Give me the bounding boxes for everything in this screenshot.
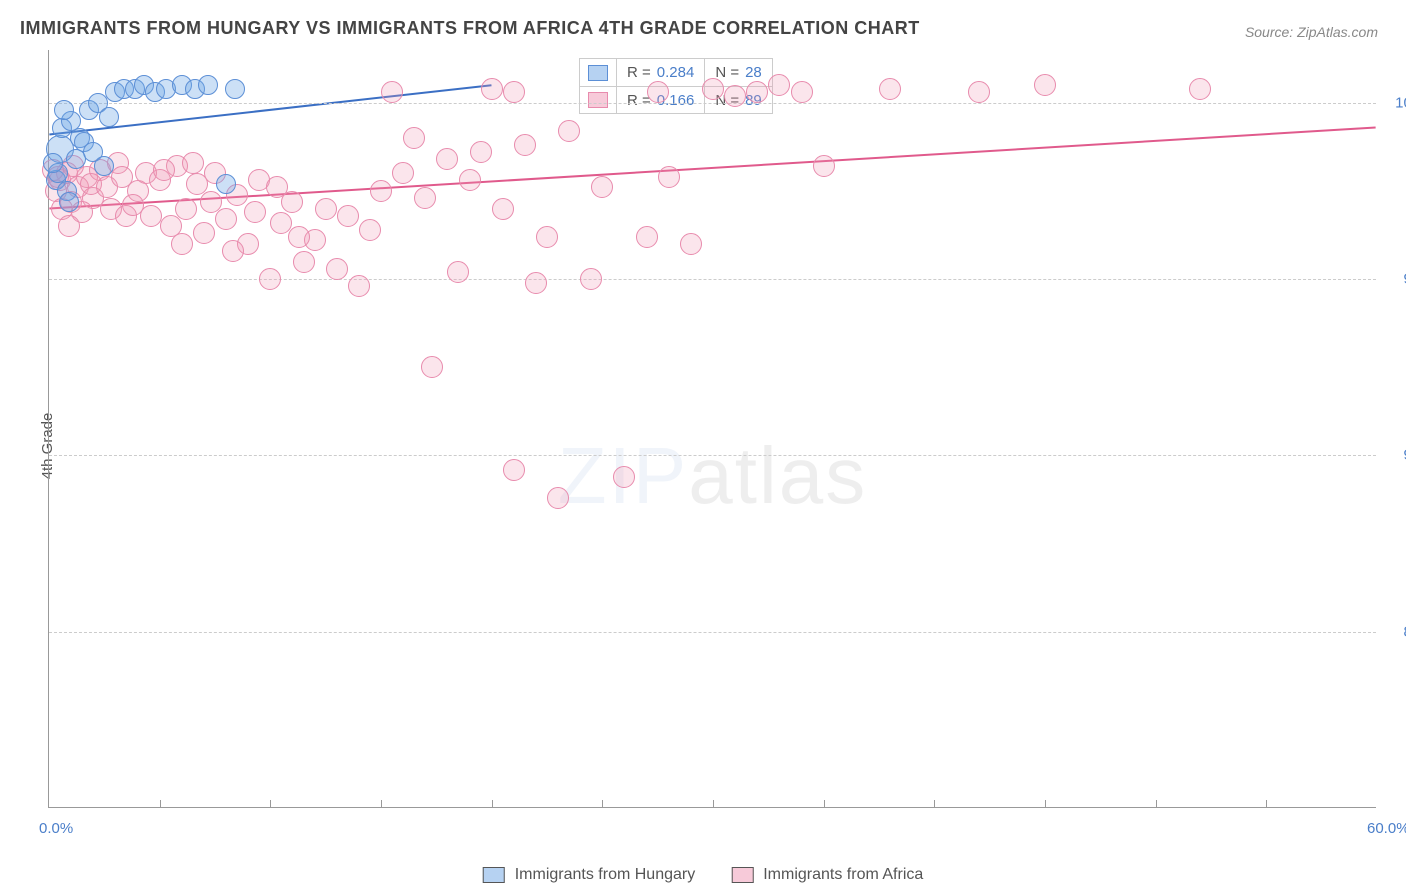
data-point bbox=[1034, 74, 1056, 96]
data-point bbox=[293, 251, 315, 273]
data-point bbox=[54, 100, 74, 120]
data-point bbox=[403, 127, 425, 149]
data-point bbox=[215, 208, 237, 230]
data-point bbox=[813, 155, 835, 177]
data-point bbox=[171, 233, 193, 255]
data-point bbox=[326, 258, 348, 280]
data-point bbox=[436, 148, 458, 170]
data-point bbox=[259, 268, 281, 290]
data-point bbox=[768, 74, 790, 96]
x-minor-tick bbox=[713, 800, 714, 808]
data-point bbox=[216, 174, 236, 194]
data-point bbox=[470, 141, 492, 163]
data-point bbox=[381, 81, 403, 103]
data-point bbox=[348, 275, 370, 297]
data-point bbox=[481, 78, 503, 100]
data-point bbox=[647, 81, 669, 103]
data-point bbox=[680, 233, 702, 255]
data-point bbox=[99, 107, 119, 127]
data-point bbox=[58, 215, 80, 237]
data-point bbox=[193, 222, 215, 244]
gridline bbox=[49, 279, 1376, 280]
x-minor-tick bbox=[270, 800, 271, 808]
data-point bbox=[59, 192, 79, 212]
data-point bbox=[198, 75, 218, 95]
data-point bbox=[392, 162, 414, 184]
data-point bbox=[315, 198, 337, 220]
x-minor-tick bbox=[1266, 800, 1267, 808]
data-point bbox=[175, 198, 197, 220]
data-point bbox=[447, 261, 469, 283]
trend-lines bbox=[49, 50, 1376, 807]
data-point bbox=[503, 459, 525, 481]
data-point bbox=[94, 156, 114, 176]
data-point bbox=[111, 166, 133, 188]
data-point bbox=[724, 85, 746, 107]
data-point bbox=[591, 176, 613, 198]
legend-item-africa: Immigrants from Africa bbox=[731, 866, 923, 884]
legend-label: Immigrants from Hungary bbox=[515, 866, 696, 884]
data-point bbox=[968, 81, 990, 103]
x-minor-tick bbox=[381, 800, 382, 808]
legend-swatch-pink bbox=[731, 867, 753, 883]
source-label: Source: ZipAtlas.com bbox=[1245, 24, 1378, 40]
gridline bbox=[49, 103, 1376, 104]
x-minor-tick bbox=[934, 800, 935, 808]
data-point bbox=[702, 78, 724, 100]
data-point bbox=[359, 219, 381, 241]
x-minor-tick bbox=[602, 800, 603, 808]
data-point bbox=[140, 205, 162, 227]
legend-swatch-blue bbox=[483, 867, 505, 883]
data-point bbox=[414, 187, 436, 209]
data-point bbox=[200, 191, 222, 213]
data-point bbox=[746, 81, 768, 103]
data-point bbox=[525, 272, 547, 294]
data-point bbox=[536, 226, 558, 248]
data-point bbox=[225, 79, 245, 99]
data-point bbox=[658, 166, 680, 188]
x-minor-tick bbox=[492, 800, 493, 808]
data-point bbox=[337, 205, 359, 227]
x-minor-tick bbox=[1045, 800, 1046, 808]
data-point bbox=[514, 134, 536, 156]
x-tick-label: 60.0% bbox=[1367, 820, 1406, 837]
stats-legend: R =0.284N =28R =0.166N =89 bbox=[579, 58, 773, 114]
data-point bbox=[153, 159, 175, 181]
gridline bbox=[49, 455, 1376, 456]
data-point bbox=[370, 180, 392, 202]
bottom-legend: Immigrants from Hungary Immigrants from … bbox=[483, 866, 924, 884]
x-tick-label: 0.0% bbox=[39, 820, 73, 837]
data-point bbox=[266, 176, 288, 198]
scatter-plot: ZIPatlas R =0.284N =28R =0.166N =89 85.0… bbox=[48, 50, 1376, 808]
x-minor-tick bbox=[824, 800, 825, 808]
data-point bbox=[182, 152, 204, 174]
x-minor-tick bbox=[1156, 800, 1157, 808]
data-point bbox=[580, 268, 602, 290]
data-point bbox=[879, 78, 901, 100]
stats-legend-row: R =0.284N =28 bbox=[579, 58, 773, 86]
data-point bbox=[459, 169, 481, 191]
legend-label: Immigrants from Africa bbox=[763, 866, 923, 884]
data-point bbox=[791, 81, 813, 103]
data-point bbox=[492, 198, 514, 220]
data-point bbox=[43, 153, 63, 173]
data-point bbox=[222, 240, 244, 262]
y-tick-label: 100.0% bbox=[1395, 94, 1406, 111]
data-point bbox=[421, 356, 443, 378]
gridline bbox=[49, 632, 1376, 633]
data-point bbox=[503, 81, 525, 103]
legend-swatch bbox=[588, 65, 608, 81]
data-point bbox=[636, 226, 658, 248]
data-point bbox=[558, 120, 580, 142]
chart-title: IMMIGRANTS FROM HUNGARY VS IMMIGRANTS FR… bbox=[20, 18, 920, 39]
watermark-text: ZIPatlas bbox=[558, 430, 867, 522]
x-minor-tick bbox=[160, 800, 161, 808]
legend-item-hungary: Immigrants from Hungary bbox=[483, 866, 696, 884]
data-point bbox=[244, 201, 266, 223]
data-point bbox=[1189, 78, 1211, 100]
legend-swatch bbox=[588, 92, 608, 108]
data-point bbox=[288, 226, 310, 248]
data-point bbox=[547, 487, 569, 509]
data-point bbox=[613, 466, 635, 488]
